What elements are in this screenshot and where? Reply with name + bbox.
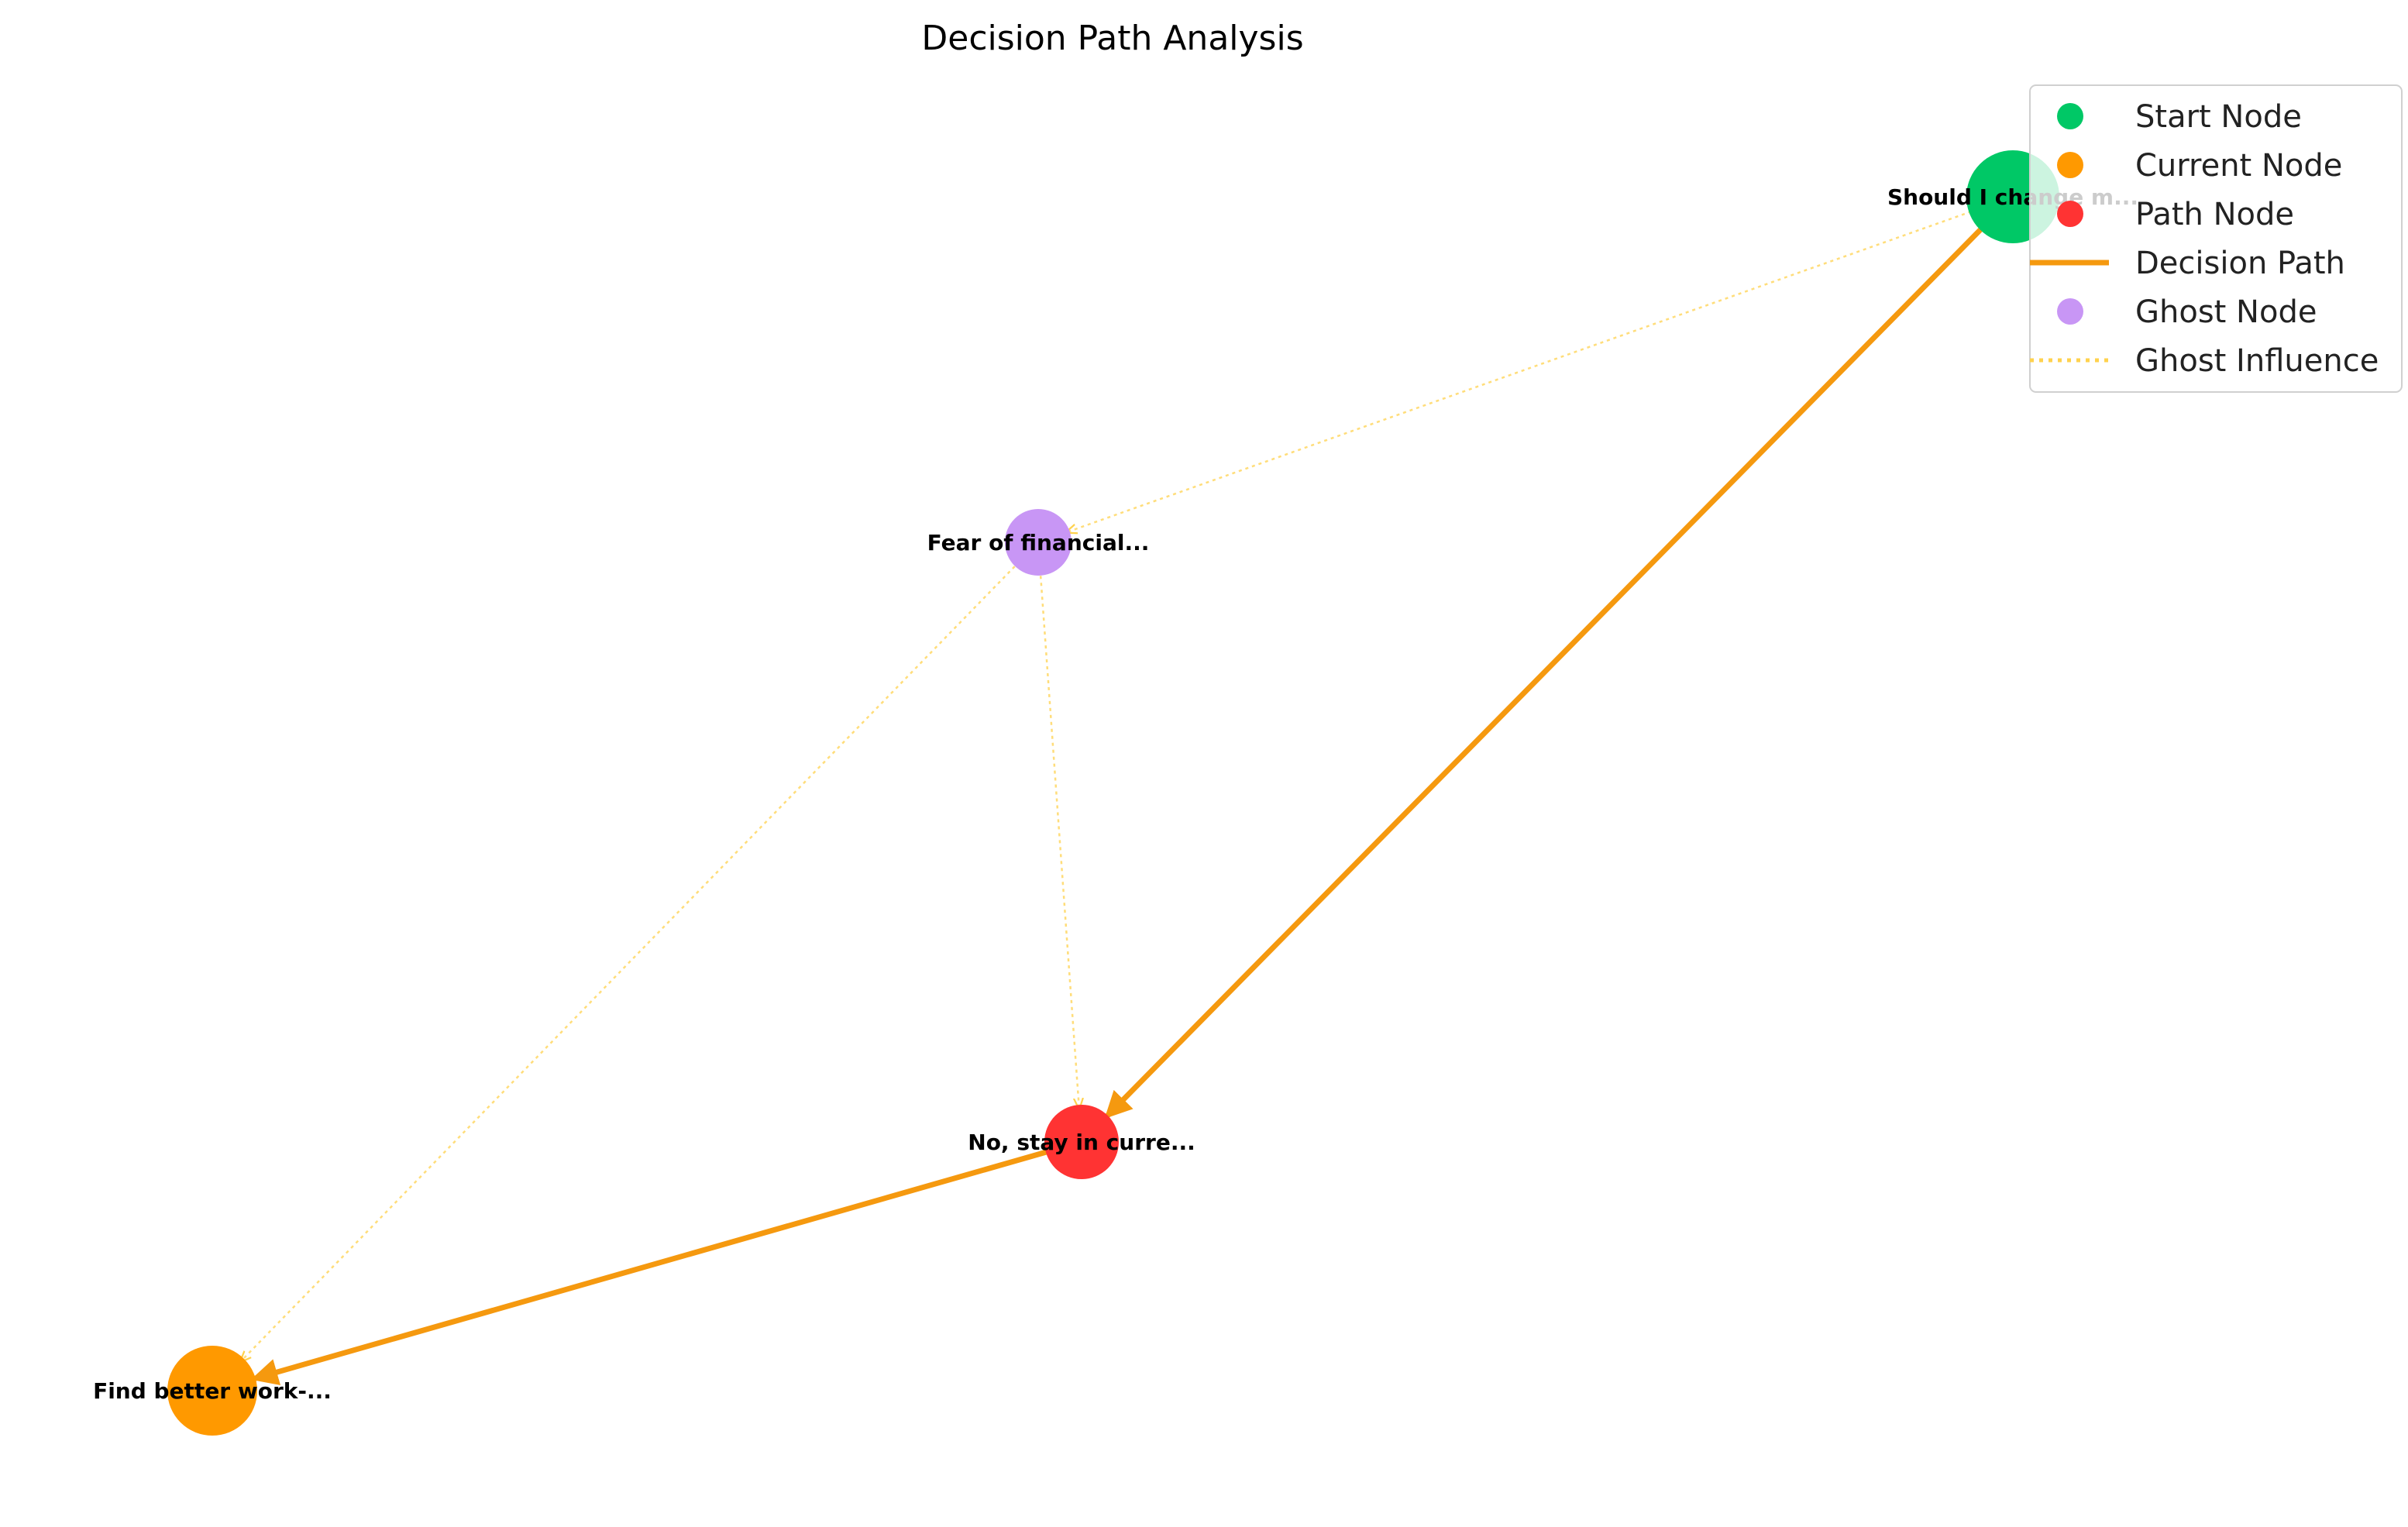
current-node <box>167 1346 257 1436</box>
legend-label-ghost-influence: Ghost Influence <box>2135 343 2379 379</box>
ghost-influence-edges <box>240 208 1979 1362</box>
legend-frame <box>2029 84 2403 393</box>
nodes-layer <box>167 150 2059 1436</box>
legend-marker-ghost-node <box>2057 298 2083 325</box>
legend-marker-start-node <box>2057 103 2083 129</box>
ghost-node-label: Fear of financial... <box>927 530 1150 555</box>
legend-label-path-node: Path Node <box>2135 197 2294 232</box>
ghost-influence-edge-ghost-current <box>240 560 1020 1362</box>
legend-label-current-node: Current Node <box>2135 148 2342 184</box>
legend-label-decision-path: Decision Path <box>2135 246 2345 281</box>
legend-marker-current-node <box>2057 152 2083 178</box>
ghost-node <box>1005 509 1072 576</box>
current-node-label: Find better work-... <box>93 1378 332 1404</box>
decision-path-edges <box>250 223 1987 1386</box>
ghost-influence-edge-ghost-path <box>1039 569 1078 1109</box>
path-node-label: No, stay in curre... <box>968 1130 1195 1155</box>
legend-marker-path-node <box>2057 201 2083 227</box>
legend-label-ghost-node: Ghost Node <box>2135 294 2317 330</box>
decision-path-edge-path-current <box>250 1148 1052 1386</box>
path-node <box>1044 1105 1119 1179</box>
node-labels-layer: Should I change m...Fear of financial...… <box>93 184 2138 1404</box>
ghost-influence-edge-start-ghost <box>1066 208 1979 532</box>
decision-path-edge-start-path <box>1103 223 1987 1120</box>
legend-label-start-node: Start Node <box>2135 99 2302 135</box>
legend: Start Node Current Node Path Node Decision … <box>2029 84 2403 393</box>
diagram-title: Decision Path Analysis <box>921 19 1303 58</box>
